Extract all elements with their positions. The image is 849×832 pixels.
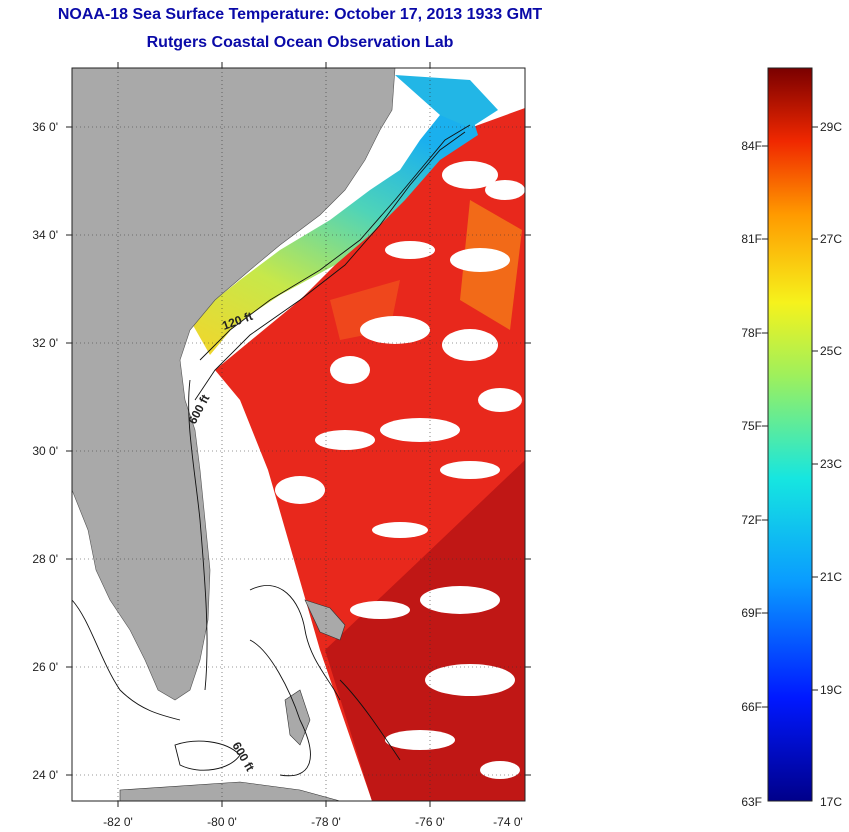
map-title: NOAA-18 Sea Surface Temperature: October… xyxy=(57,6,543,23)
celsius-label: 17C xyxy=(820,795,842,809)
fahrenheit-label: 63F xyxy=(741,795,762,809)
fahrenheit-label: 84F xyxy=(741,139,762,153)
lon-label: -82 0' xyxy=(103,815,133,829)
map-panel: 120 ft 600 ft 600 ft xyxy=(72,68,525,801)
land-bahamas xyxy=(284,689,311,746)
celsius-label: 21C xyxy=(820,570,842,584)
lat-label: 30 0' xyxy=(32,444,58,458)
fahrenheit-label: 78F xyxy=(741,326,762,340)
lat-label: 26 0' xyxy=(32,660,58,674)
lon-label: -80 0' xyxy=(207,815,237,829)
celsius-label: 27C xyxy=(820,232,842,246)
land-bahamas xyxy=(304,599,346,641)
lat-label: 32 0' xyxy=(32,336,58,350)
land-southeast-us xyxy=(72,68,396,701)
coastal-cool-band xyxy=(190,110,478,355)
colorbar-ticks xyxy=(762,126,818,708)
celsius-label: 25C xyxy=(820,344,842,358)
fahrenheit-label: 72F xyxy=(741,513,762,527)
celsius-label: 19C xyxy=(820,683,842,697)
celsius-label: 23C xyxy=(820,457,842,471)
lat-label: 36 0' xyxy=(32,120,58,134)
lon-label: -76 0' xyxy=(415,815,445,829)
latitude-labels: 36 0' 34 0' 32 0' 30 0' 28 0' 26 0' 24 0… xyxy=(32,120,58,782)
sst-hot-region xyxy=(325,460,525,801)
lat-label: 34 0' xyxy=(32,228,58,242)
fahrenheit-label: 69F xyxy=(741,606,762,620)
longitude-labels: -82 0' -80 0' -78 0' -76 0' -74 0' xyxy=(103,815,523,829)
map-subtitle: Rutgers Coastal Ocean Observation Lab xyxy=(146,34,454,51)
fahrenheit-label: 81F xyxy=(741,232,762,246)
axis-ticks xyxy=(66,62,531,807)
fahrenheit-label: 66F xyxy=(741,700,762,714)
colorbar-fahrenheit-labels: 84F 81F 78F 75F 72F 69F 66F 63F xyxy=(741,139,762,809)
lon-label: -78 0' xyxy=(311,815,341,829)
colorbar xyxy=(767,67,813,802)
cold-water-north xyxy=(395,75,498,128)
lat-label: 28 0' xyxy=(32,552,58,566)
lon-label: -74 0' xyxy=(493,815,523,829)
bathymetry-contours xyxy=(72,124,471,777)
celsius-label: 29C xyxy=(820,120,842,134)
map-frame xyxy=(71,67,526,802)
cloud-gaps xyxy=(275,161,525,779)
lat-label: 24 0' xyxy=(32,768,58,782)
land-cuba xyxy=(119,781,341,801)
colorbar-celsius-labels: 29C 27C 25C 23C 21C 19C 17C xyxy=(820,120,842,809)
fahrenheit-label: 75F xyxy=(741,419,762,433)
